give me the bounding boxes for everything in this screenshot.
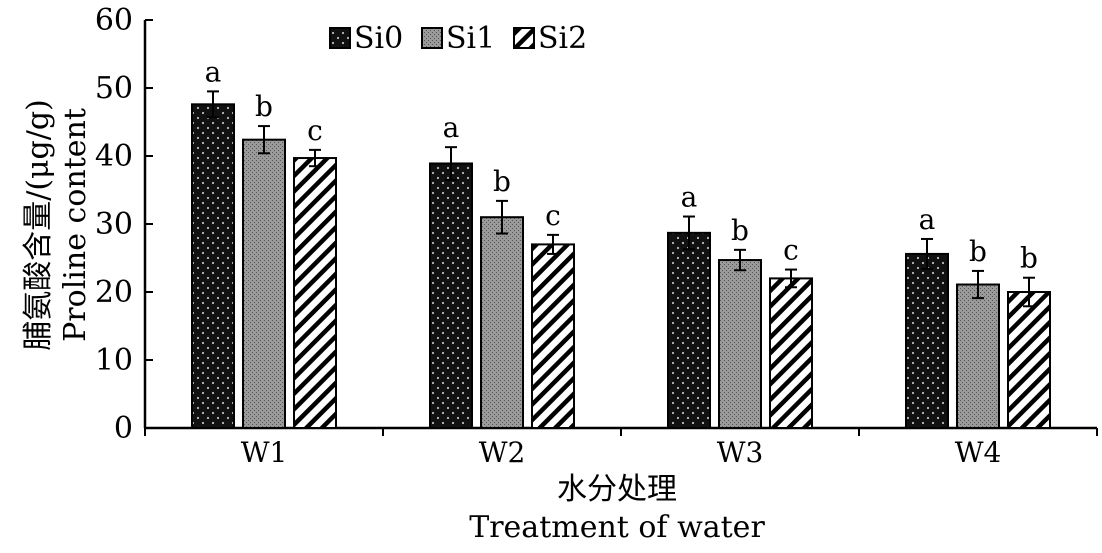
y-tick-label: 60 — [95, 3, 133, 38]
x-axis-title-en: Treatment of water — [469, 510, 765, 545]
x-axis-title-cn: 水分处理 — [557, 472, 677, 507]
significance-letter: b — [969, 235, 987, 268]
bar-si1-w2 — [480, 216, 524, 429]
y-axis-title-cn: 脯氨酸含量/(μg/g) — [21, 99, 56, 351]
y-tick-label: 50 — [95, 71, 133, 106]
bar-si0-w3 — [667, 231, 711, 429]
x-category-label: W4 — [955, 436, 1002, 469]
bar-si2-w1 — [293, 157, 337, 429]
legend-swatch-si2 — [513, 27, 535, 49]
significance-letter: b — [731, 214, 749, 247]
x-category-label: W2 — [479, 436, 526, 469]
bar-si0-w4 — [905, 252, 949, 429]
bar-si2-w4 — [1007, 291, 1051, 429]
legend-label-si1: Si1 — [446, 21, 495, 56]
significance-letter: a — [919, 203, 936, 236]
significance-letter: a — [205, 55, 222, 88]
y-tick-label: 10 — [95, 343, 133, 378]
x-category-label: W1 — [241, 436, 288, 469]
y-axis-title-en: Proline content — [58, 108, 93, 342]
y-tick-label: 30 — [95, 207, 133, 242]
bar-si1-w4 — [956, 283, 1000, 429]
significance-letter: c — [307, 114, 323, 147]
bar-si0-w1 — [191, 103, 235, 429]
bar-si0-w2 — [429, 162, 473, 429]
significance-letter: b — [1020, 242, 1038, 275]
y-tick-label: 40 — [95, 139, 133, 174]
bar-si1-w3 — [718, 259, 762, 430]
significance-letter: b — [493, 165, 511, 198]
bar-si2-w3 — [769, 277, 813, 429]
legend-label-si2: Si2 — [538, 21, 587, 56]
y-tick-label: 0 — [114, 411, 133, 446]
significance-letter: a — [443, 111, 460, 144]
legend-label-si0: Si0 — [354, 21, 403, 56]
y-axis-title: 脯氨酸含量/(μg/g) Proline content — [21, 99, 93, 351]
legend: Si0 Si1 Si2 — [329, 21, 587, 56]
bar-si1-w1 — [242, 138, 286, 429]
legend-swatch-si1 — [421, 27, 443, 49]
bars-layer — [191, 90, 1051, 430]
significance-letter: c — [783, 234, 799, 267]
x-category-label: W3 — [717, 436, 764, 469]
significance-letter: c — [545, 199, 561, 232]
significance-letter: a — [681, 181, 698, 214]
bar-si2-w2 — [531, 243, 575, 429]
y-tick-label: 20 — [95, 275, 133, 310]
legend-swatch-si0 — [329, 27, 351, 49]
significance-letter: b — [255, 90, 273, 123]
